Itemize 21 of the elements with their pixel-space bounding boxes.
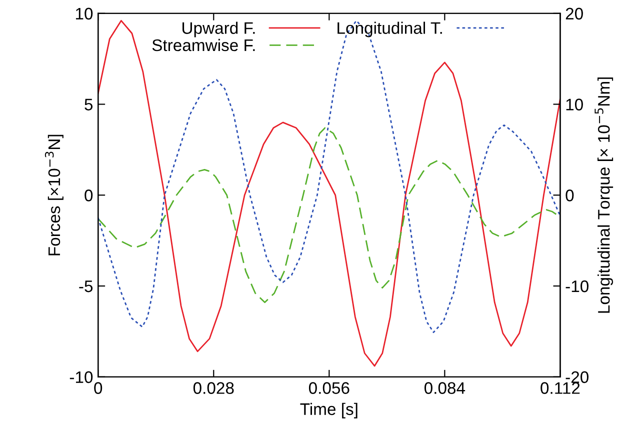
- y-tick-label: 10: [76, 8, 93, 20]
- y2-tick-label: 10: [566, 98, 583, 110]
- x-tick-label: 0.084: [424, 382, 466, 394]
- x-tick-label: 0.028: [193, 382, 234, 394]
- y-tick-label: 5: [84, 98, 93, 110]
- y2-tick-label: -20: [566, 371, 589, 384]
- y2-tick-label: 20: [566, 8, 583, 20]
- legend-label: Streamwise F.: [152, 38, 255, 52]
- y-axis-title: Forces [×10$^{−3}$N]: [44, 134, 64, 256]
- legend-label: Longitudinal T.: [338, 22, 442, 38]
- x-tick-label: 0: [94, 382, 102, 394]
- y-tick-label: -5: [79, 280, 93, 292]
- y2-tick-label: 0: [566, 190, 574, 202]
- x-axis-title: Time [s]: [300, 402, 358, 418]
- y-tick-label: 0: [84, 190, 93, 202]
- y2-tick-label: -10: [566, 280, 589, 292]
- y2-axis-title: Longitudinal Torque [× 10$^{−5}$Nm]: [594, 77, 614, 313]
- x-tick-label: 0.056: [308, 382, 350, 394]
- y-tick-label: -10: [70, 371, 93, 384]
- legend-label: Upward F.: [182, 22, 255, 38]
- x-tick-label: 0.112: [540, 382, 580, 394]
